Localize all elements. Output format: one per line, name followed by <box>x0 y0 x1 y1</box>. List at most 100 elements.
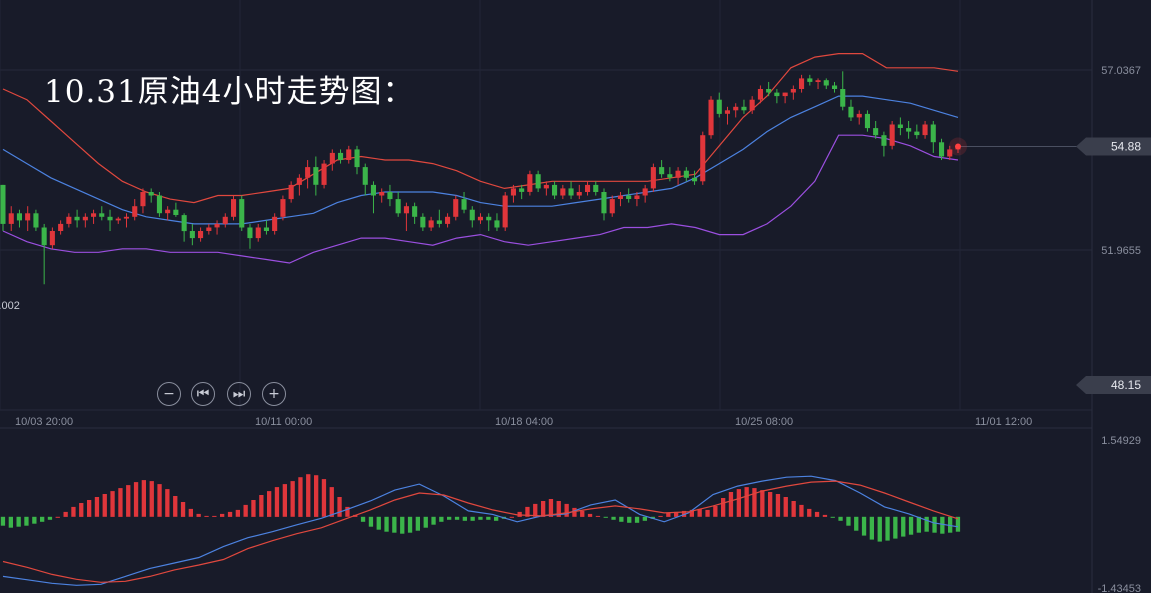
candle <box>263 220 269 235</box>
macd-histogram-bar <box>423 516 428 528</box>
macd-histogram-bar <box>791 501 796 517</box>
candle-body <box>156 195 162 214</box>
candle <box>930 120 936 153</box>
macd-histogram-bar <box>893 516 898 539</box>
macd-histogram-bar <box>908 516 914 535</box>
candle-body <box>486 216 492 221</box>
lower-price-tag: 48.15 <box>1076 376 1151 394</box>
macd-histogram-bar <box>681 510 687 517</box>
candle <box>840 71 846 111</box>
candle-body <box>189 231 195 239</box>
candle-body <box>881 135 887 146</box>
candle-body <box>626 195 632 199</box>
candle <box>634 191 640 207</box>
macd-histogram-bar <box>775 494 781 517</box>
macd-histogram-bar <box>470 516 475 521</box>
candle-body <box>107 216 113 221</box>
candle-body <box>576 192 582 196</box>
candle <box>510 184 516 203</box>
candle-body <box>675 170 681 178</box>
candle-body <box>823 80 829 86</box>
macd-histogram-bar <box>392 516 397 533</box>
macd-histogram-bar <box>541 501 546 517</box>
candle-body <box>510 188 516 196</box>
candle-body <box>354 149 360 168</box>
macd-histogram-bar <box>940 516 945 534</box>
macd-histogram-bar <box>447 516 452 520</box>
candle <box>864 110 870 132</box>
candle <box>741 99 747 114</box>
candle-body <box>222 216 228 224</box>
candle <box>82 213 88 228</box>
macd-histogram-bar <box>243 504 248 517</box>
macd-histogram-bar <box>525 506 530 517</box>
macd-histogram-bar <box>674 511 679 517</box>
macd-histogram-bar <box>877 516 882 542</box>
candle-body <box>395 199 401 214</box>
macd-histogram-bar <box>0 516 6 526</box>
candle-body <box>346 149 352 160</box>
candle-body <box>74 216 80 221</box>
candle-body <box>296 177 302 185</box>
candle-body <box>91 213 97 217</box>
candle <box>173 202 179 217</box>
candle <box>354 145 360 175</box>
candle-body <box>469 209 475 221</box>
candle-body <box>0 184 6 224</box>
scroll-forward-button[interactable]: ⏭ <box>227 382 251 406</box>
candle <box>593 181 599 196</box>
candle <box>231 195 237 221</box>
macd-histogram-bar <box>814 511 820 517</box>
macd-histogram-bar <box>47 516 53 520</box>
candle-body <box>708 99 714 136</box>
zoom-out-button[interactable]: − <box>157 382 181 406</box>
candle-body <box>568 188 574 196</box>
candle <box>774 89 780 104</box>
candle <box>700 131 706 185</box>
macd-histogram-bar <box>282 484 287 517</box>
candle <box>848 99 854 121</box>
scroll-back-button[interactable]: ⏮ <box>191 382 215 406</box>
candle <box>642 184 648 203</box>
price-axis-label: 57.0367 <box>1101 65 1141 77</box>
macd-histogram-bar <box>180 502 186 517</box>
macd-histogram-bar <box>689 509 694 517</box>
candle <box>609 195 615 217</box>
current-price-tag: 54.88 <box>1076 137 1151 156</box>
macd-histogram-bar <box>854 516 859 531</box>
candle <box>247 223 253 249</box>
candle-body <box>420 216 426 228</box>
candle-body <box>659 167 665 175</box>
candle-body <box>502 195 508 228</box>
lower-price-tag-label: 48.15 <box>1111 378 1141 392</box>
candle-body <box>552 184 558 196</box>
candle <box>724 106 730 125</box>
macd-histogram-bar <box>768 492 773 517</box>
candle-body <box>8 213 14 224</box>
candle-body <box>543 184 549 189</box>
macd-histogram-bar <box>368 516 374 527</box>
candle-body <box>947 149 953 157</box>
candle <box>387 184 393 207</box>
macd-histogram-bar <box>721 498 726 517</box>
skip-forward-icon: ⏭ <box>232 386 246 402</box>
candle-body <box>387 192 393 200</box>
candle <box>543 181 549 196</box>
macd-histogram-bar <box>32 516 37 524</box>
macd-histogram-bar <box>924 516 929 532</box>
candle-body <box>181 215 187 232</box>
candle-body <box>247 227 253 239</box>
macd-histogram-bar <box>165 489 170 517</box>
candle-body <box>642 188 648 196</box>
macd-histogram-bar <box>306 474 311 517</box>
macd-histogram-bar <box>71 506 76 517</box>
candle <box>708 96 714 139</box>
time-axis-label: 11/01 12:00 <box>975 416 1032 428</box>
candle <box>947 145 953 161</box>
macd-histogram-bar <box>133 482 139 517</box>
page-title: 10.31原油4小时走势图： <box>44 74 415 110</box>
zoom-in-button[interactable]: + <box>262 382 286 406</box>
low-price-annotation: 51.002 <box>0 300 20 312</box>
candle-body <box>617 195 623 199</box>
